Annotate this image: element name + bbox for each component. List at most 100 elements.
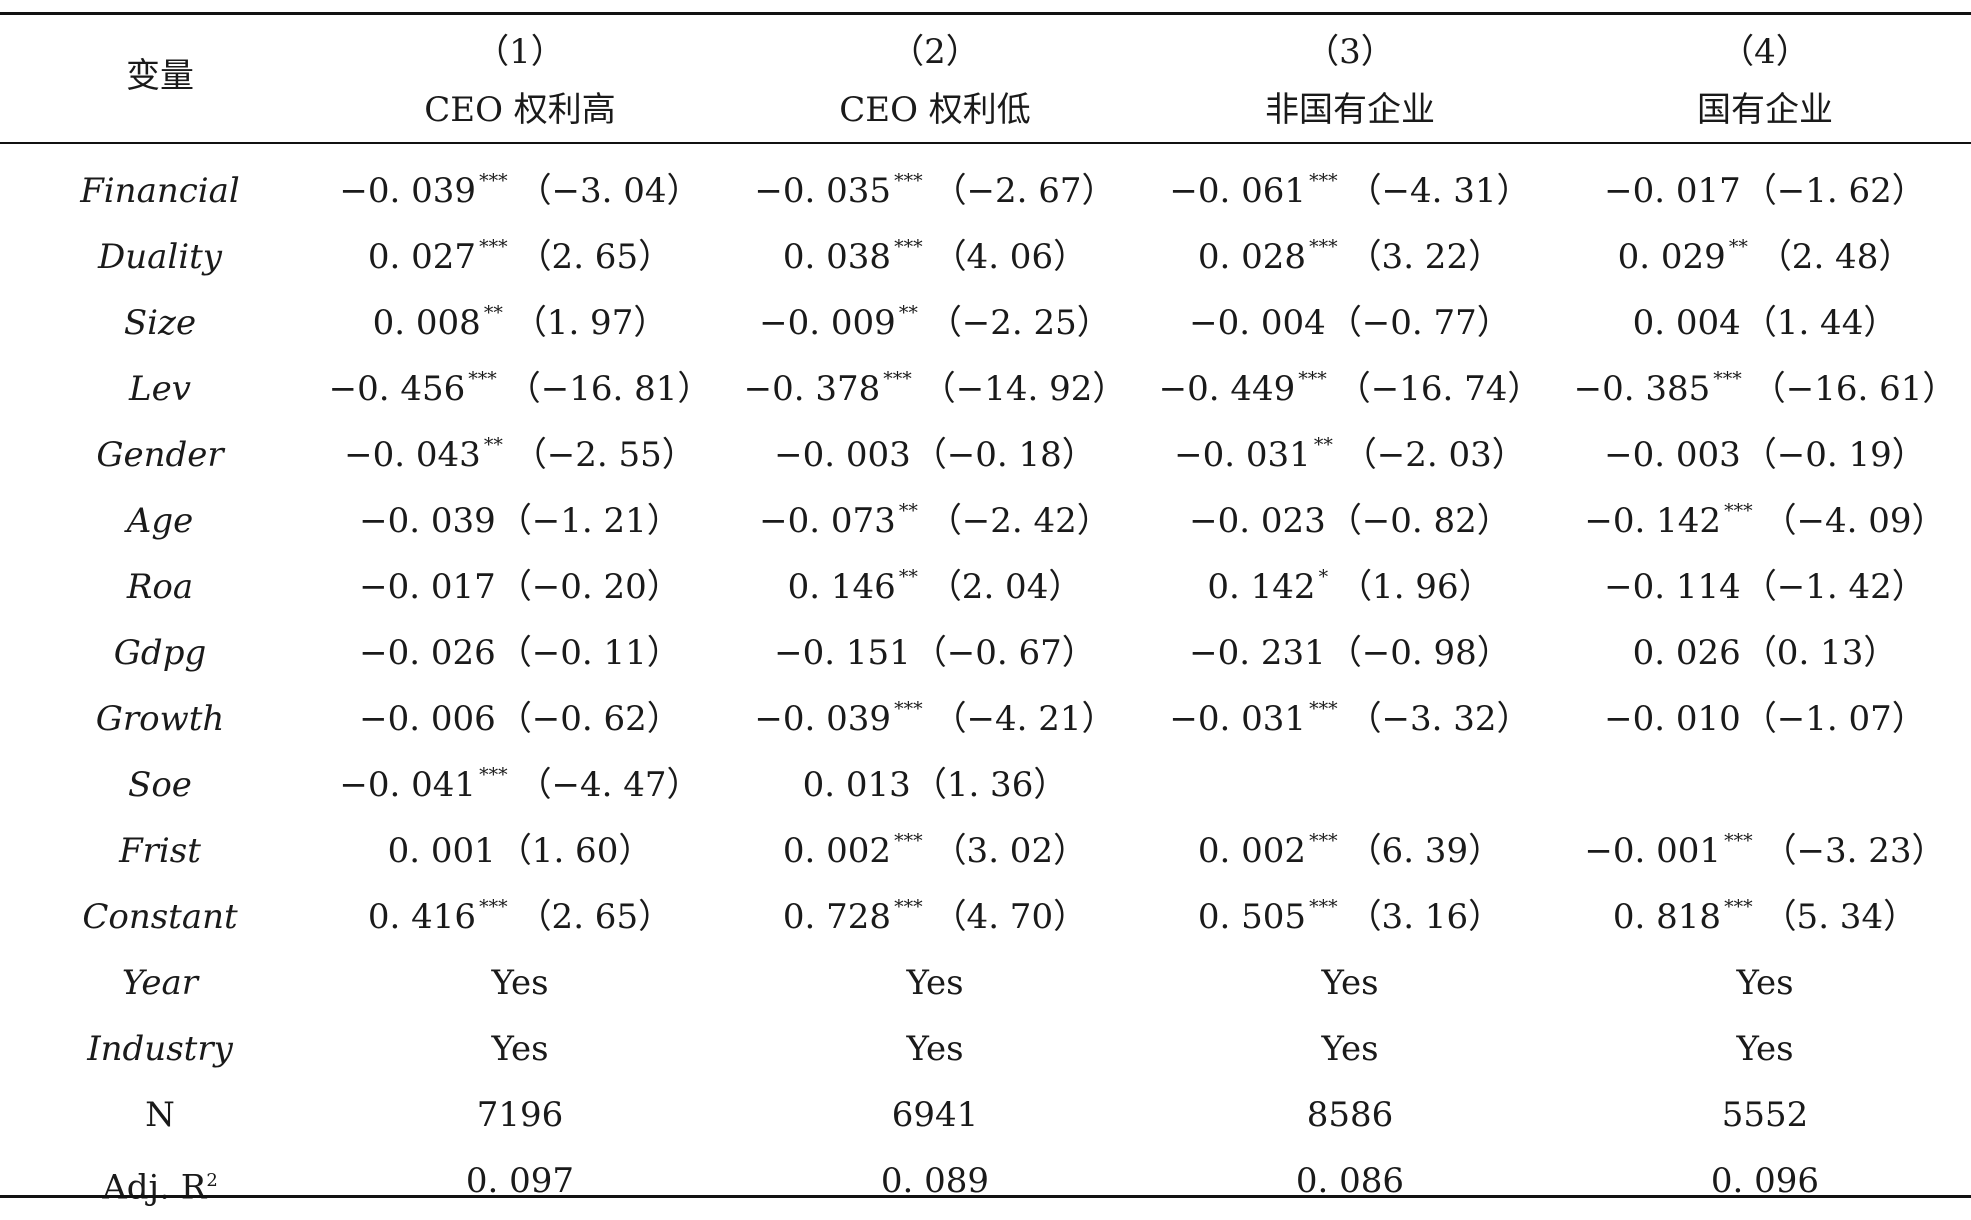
control-indicator: Yes (491, 1029, 549, 1069)
coefficient-cell: −0. 041 *** （−4. 47） (310, 752, 730, 818)
table-row: N 7196 6941 8586 5552 (0, 1082, 1971, 1148)
coefficient-cell: −0. 003（−0. 18） (725, 422, 1145, 488)
significance-stars: *** (1724, 830, 1753, 852)
coefficient-cell: −0. 031 *** （−3. 32） (1140, 686, 1560, 752)
table-row: Gender −0. 043 ** （−2. 55） −0. 003（−0. 18） −0… (0, 422, 1971, 488)
column-number-1: （1） (475, 32, 565, 72)
coefficient-cell: −0. 026（−0. 11） (310, 620, 730, 686)
column-number-3: （3） (1305, 32, 1395, 72)
coefficient-cell: −0. 114（−1. 42） (1555, 554, 1971, 620)
coefficient-cell: 0. 416 *** （2. 65） (310, 884, 730, 950)
coefficient-value: 0. 142 (1207, 567, 1316, 607)
variable-name: Size (123, 303, 197, 343)
coefficient-value: 0. 004 (1632, 303, 1741, 343)
significance-stars: *** (1713, 368, 1742, 390)
coefficient-cell: 0. 026（0. 13） (1555, 620, 1971, 686)
t-statistic: （1. 36） (912, 765, 1068, 805)
variable-name: Gender (96, 435, 224, 475)
coefficient-value: −0. 009 (759, 303, 896, 343)
significance-stars: *** (883, 368, 912, 390)
significance-stars: *** (1309, 698, 1338, 720)
coefficient-cell: −0. 061 *** （−4. 31） (1140, 158, 1560, 224)
t-statistic: （0. 13） (1742, 633, 1898, 673)
t-statistic: （−0. 98） (1327, 633, 1511, 673)
coefficient-cell: 0. 027 *** （2. 65） (310, 224, 730, 290)
variable-name: Duality (97, 237, 223, 277)
coefficient-value: 0. 026 (1632, 633, 1741, 673)
variable-name: Industry (87, 1029, 233, 1069)
coefficient-cell: −0. 043 ** （−2. 55） (310, 422, 730, 488)
significance-stars: *** (1724, 896, 1753, 918)
t-statistic: （−16. 81） (506, 369, 712, 409)
control-indicator: Yes (1736, 963, 1794, 1003)
significance-stars: ** (483, 434, 503, 456)
t-statistic: （−4. 47） (517, 765, 701, 805)
t-statistic: （−16. 61） (1751, 369, 1957, 409)
significance-stars: *** (1724, 500, 1753, 522)
coefficient-value: −0. 031 (1174, 435, 1311, 475)
coefficient-value: −0. 114 (1604, 567, 1741, 607)
table-row: Year Yes Yes Yes Yes (0, 950, 1971, 1016)
t-statistic: （1. 60） (497, 831, 653, 871)
t-statistic: （−4. 21） (932, 699, 1116, 739)
table-row: Adj. R2 0. 097 0. 089 0. 086 0. 096 (0, 1148, 1971, 1214)
coefficient-value: −0. 385 (1573, 369, 1711, 409)
control-indicator: Yes (1321, 1029, 1379, 1069)
coefficient-cell (1140, 752, 1560, 818)
control-indicator: Yes (906, 963, 964, 1003)
coefficient-value: −0. 041 (339, 765, 477, 805)
t-statistic: （−0. 18） (912, 435, 1096, 475)
variable-name: Year (121, 963, 199, 1003)
coefficient-cell: −0. 456 *** （−16. 81） (310, 356, 730, 422)
variable-name: Age (126, 501, 194, 541)
significance-stars: *** (479, 170, 508, 192)
significance-stars: ** (898, 500, 918, 522)
significance-stars: *** (479, 236, 508, 258)
coefficient-value: 0. 008 (372, 303, 481, 343)
t-statistic: （−1. 07） (1742, 699, 1926, 739)
variable-name: Adj. R2 (40, 1148, 280, 1214)
coefficient-cell: −0. 073 ** （−2. 42） (725, 488, 1145, 554)
t-statistic: （3. 16） (1347, 897, 1503, 937)
t-statistic: （−16. 74） (1336, 369, 1542, 409)
t-statistic: （−1. 42） (1742, 567, 1926, 607)
t-statistic: （−0. 77） (1327, 303, 1511, 343)
coefficient-cell: −0. 039 *** （−3. 04） (310, 158, 730, 224)
column-title-3: 非国有企业 (1265, 90, 1435, 130)
table-row: Duality 0. 027 *** （2. 65） 0. 038 *** （4. 06） 0… (0, 224, 1971, 290)
t-statistic: （−2. 67） (932, 171, 1116, 211)
column-title-4: 国有企业 (1697, 90, 1833, 130)
significance-stars: * (1318, 566, 1329, 588)
stat-superscript: 2 (206, 1170, 218, 1191)
coefficient-cell: −0. 010（−1. 07） (1555, 686, 1971, 752)
significance-stars: *** (894, 170, 923, 192)
coefficient-cell: −0. 001 *** （−3. 23） (1555, 818, 1971, 884)
variable-name: Lev (129, 369, 191, 409)
header-rule (0, 142, 1971, 144)
statistic-value: 7196 (476, 1095, 564, 1135)
column-number-2: （2） (890, 32, 980, 72)
coefficient-cell: −0. 023（−0. 82） (1140, 488, 1560, 554)
coefficient-cell: 0. 002 *** （3. 02） (725, 818, 1145, 884)
t-statistic: （1. 96） (1338, 567, 1493, 607)
coefficient-cell: 0. 818 *** （5. 34） (1555, 884, 1971, 950)
significance-stars: *** (1309, 830, 1338, 852)
coefficient-value: −0. 456 (328, 369, 466, 409)
t-statistic: （−1. 21） (497, 501, 681, 541)
t-statistic: （−2. 25） (927, 303, 1111, 343)
coefficient-cell: −0. 009 ** （−2. 25） (725, 290, 1145, 356)
coefficient-cell: 0. 013（1. 36） (725, 752, 1145, 818)
variable-name: Soe (128, 765, 192, 805)
significance-stars: *** (894, 896, 923, 918)
stat-label: Adj. R (102, 1167, 207, 1208)
significance-stars: *** (894, 830, 923, 852)
t-statistic: （2. 65） (517, 237, 673, 277)
coefficient-value: −0. 006 (359, 699, 496, 739)
t-statistic: （−14. 92） (921, 369, 1127, 409)
coefficient-cell: −0. 004（−0. 77） (1140, 290, 1560, 356)
column-title-2: CEO 权利低 (839, 90, 1031, 130)
variable-name: Financial (80, 171, 240, 211)
t-statistic: （4. 06） (932, 237, 1088, 277)
coefficient-value: 0. 002 (782, 831, 892, 871)
significance-stars: *** (468, 368, 497, 390)
